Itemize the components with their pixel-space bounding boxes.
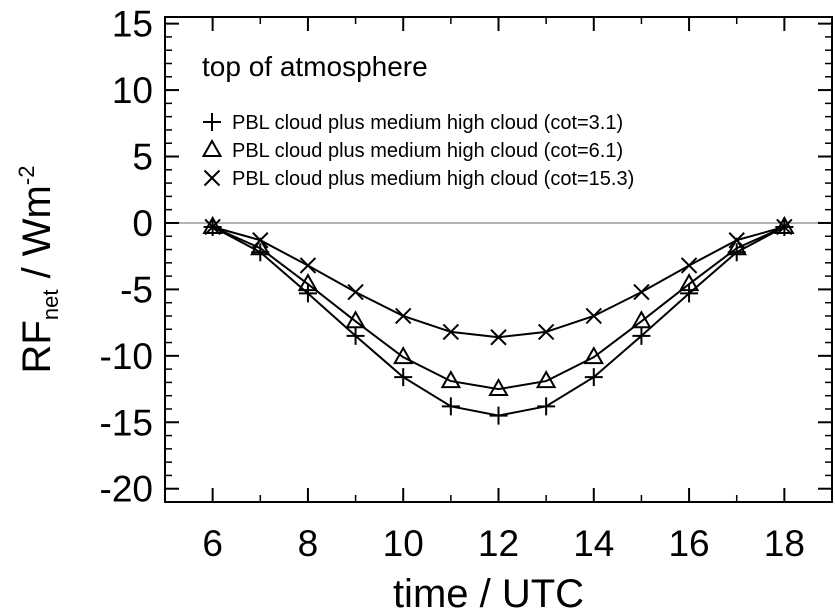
data-point-cross [299, 257, 317, 274]
series-layer [202, 215, 795, 425]
data-point-triangle [250, 237, 271, 256]
y-tick-label: -10 [100, 336, 153, 377]
data-point-plus [441, 397, 460, 416]
y-axis-title-superscript: -2 [14, 166, 39, 186]
series-cross [204, 218, 793, 346]
x-tick-label: 12 [478, 523, 519, 564]
x-tick-label: 6 [202, 523, 223, 564]
data-point-cross [490, 329, 507, 346]
legend-marker-triangle [201, 138, 223, 157]
data-point-cross [537, 323, 555, 341]
data-point-cross [204, 218, 221, 236]
x-tick-label: 14 [573, 523, 614, 564]
chart-annotation: top of atmosphere [202, 51, 428, 82]
data-point-triangle [202, 215, 223, 234]
x-tick-label: 18 [764, 523, 805, 564]
legend-label: PBL cloud plus medium high cloud (cot=3.… [232, 112, 623, 134]
data-point-plus [346, 326, 365, 345]
data-point-cross [395, 307, 412, 325]
y-tick-label: -15 [100, 402, 153, 443]
data-point-triangle [583, 346, 605, 365]
data-point-triangle [774, 215, 795, 234]
data-point-plus [298, 284, 317, 303]
data-point-triangle [440, 370, 462, 389]
legend-entry: PBL cloud plus medium high cloud (cot=6.… [201, 138, 623, 162]
y-axis-title-subscript: net [38, 290, 63, 321]
data-point-triangle [678, 273, 700, 292]
legend: PBL cloud plus medium high cloud (cot=3.… [201, 112, 634, 190]
y-tick-label: 5 [132, 137, 153, 178]
data-point-cross [442, 323, 460, 341]
data-point-triangle [535, 370, 557, 389]
series-plus [203, 217, 794, 425]
series-triangle [202, 215, 795, 397]
data-point-cross [776, 218, 793, 236]
data-point-plus [632, 326, 651, 345]
data-point-cross [252, 232, 269, 249]
data-point-plus [537, 397, 556, 416]
data-point-triangle [488, 378, 509, 397]
data-point-cross [633, 283, 650, 301]
y-axis-title-unit: / Wm [15, 185, 59, 289]
y-tick-label: 15 [112, 4, 153, 45]
y-axis-title: RFnet / Wm-2 [14, 166, 63, 374]
legend-marker-plus [203, 113, 221, 131]
data-point-plus [394, 368, 413, 387]
data-point-triangle [392, 346, 414, 365]
legend-label: PBL cloud plus medium high cloud (cot=6.… [232, 140, 623, 162]
series-line [212, 225, 785, 391]
y-tick-label: -5 [120, 269, 153, 310]
plot-frame [164, 16, 833, 503]
data-point-plus [489, 406, 508, 425]
data-point-plus [584, 368, 603, 387]
data-point-triangle [631, 310, 652, 329]
series-line [212, 226, 785, 417]
data-point-triangle [726, 237, 747, 256]
y-axis-title-main: RF [15, 320, 59, 373]
x-tick-label: 10 [383, 523, 424, 564]
data-point-cross [585, 307, 602, 325]
x-tick-label: 8 [298, 523, 319, 564]
data-point-plus [680, 284, 699, 303]
data-point-cross [680, 257, 698, 274]
x-tick-label: 16 [668, 523, 709, 564]
legend-marker-cross [203, 169, 221, 187]
data-point-cross [728, 232, 745, 249]
x-axis-title: time / UTC [393, 572, 584, 615]
legend-entry: PBL cloud plus medium high cloud (cot=3.… [203, 112, 623, 134]
legend-entry: PBL cloud plus medium high cloud (cot=15… [203, 168, 634, 190]
y-tick-label: 10 [112, 70, 153, 111]
y-tick-label: 0 [132, 203, 153, 244]
data-point-triangle [297, 273, 319, 292]
legend-label: PBL cloud plus medium high cloud (cot=15… [232, 168, 634, 190]
data-point-triangle [345, 310, 366, 329]
tick-layer: 15 10 5 0 -5 -10 -15 -20 6 8 10 12 14 16 18 [100, 4, 833, 564]
series-line [212, 225, 785, 339]
y-tick-label: -20 [100, 469, 153, 510]
data-point-cross [347, 283, 364, 301]
